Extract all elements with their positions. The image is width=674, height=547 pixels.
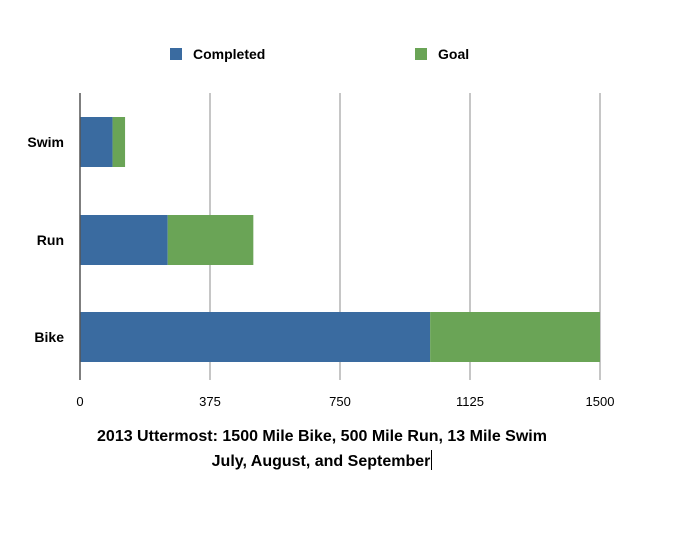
x-tick-label: 0: [76, 394, 83, 409]
legend-label-completed: Completed: [193, 46, 265, 62]
legend-label-goal: Goal: [438, 46, 469, 62]
bar-bike-completed: [80, 312, 431, 362]
chart-title-line-2-text: July, August, and September: [211, 453, 431, 470]
legend: Completed Goal: [170, 46, 469, 62]
chart-title-line-2: July, August, and September: [0, 450, 644, 471]
legend-swatch-completed: [170, 48, 182, 60]
chart-title-line-1: 2013 Uttermost: 1500 Mile Bike, 500 Mile…: [97, 428, 547, 445]
bars: [80, 117, 600, 362]
x-tick-label: 375: [199, 394, 221, 409]
bar-run-completed: [80, 215, 168, 265]
x-tick-label: 1500: [586, 394, 615, 409]
bar-swim-completed: [80, 117, 113, 167]
x-tick-label: 1125: [456, 394, 484, 409]
x-tick-label: 750: [329, 394, 351, 409]
bar-swim-goal: [112, 117, 126, 167]
x-tick-labels: 0 375 750 1125 1500: [76, 394, 614, 409]
bar-bike-goal: [430, 312, 600, 362]
text-cursor: [431, 450, 433, 470]
category-label: Swim: [27, 134, 64, 150]
category-label: Run: [37, 232, 64, 248]
category-labels: Swim Run Bike: [27, 134, 64, 345]
category-label: Bike: [34, 329, 64, 345]
bar-run-goal: [167, 215, 254, 265]
legend-swatch-goal: [415, 48, 427, 60]
bar-chart: Completed Goal Swim Run Bike 0 375 750 1125 150…: [27, 46, 614, 409]
